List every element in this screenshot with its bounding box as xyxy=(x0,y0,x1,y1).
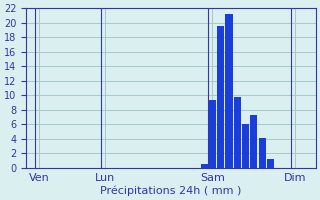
Bar xyxy=(242,124,249,168)
Bar xyxy=(209,100,216,168)
X-axis label: Précipitations 24h ( mm ): Précipitations 24h ( mm ) xyxy=(100,185,242,196)
Bar xyxy=(201,164,208,168)
Bar xyxy=(250,115,257,168)
Bar xyxy=(234,97,241,168)
Bar xyxy=(259,138,266,168)
Bar xyxy=(226,14,233,168)
Bar xyxy=(267,159,274,168)
Bar xyxy=(217,26,224,168)
